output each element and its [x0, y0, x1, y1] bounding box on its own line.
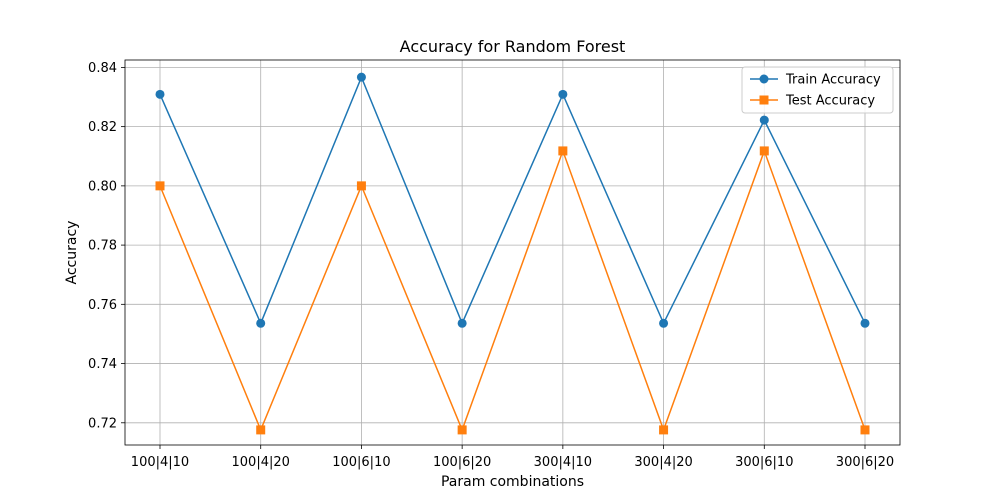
x-tick-label: 300|4|20	[634, 455, 692, 470]
data-point	[356, 181, 366, 191]
x-tick-label: 100|4|10	[131, 455, 189, 470]
legend: Train Accuracy Test Accuracy	[741, 66, 894, 114]
plot-frame	[124, 59, 901, 446]
x-axis-label: Param combinations	[441, 474, 584, 490]
data-point	[558, 89, 568, 99]
x-tick-label: 100|6|10	[332, 455, 390, 470]
legend-box	[741, 66, 894, 114]
grid	[125, 60, 900, 445]
axis-ticks: 100|4|10 100|4|20 100|6|10 100|6|20 300|4|10…	[88, 61, 894, 470]
y-tick-label: 0.76	[88, 298, 117, 313]
x-tick-label: 100|4|20	[232, 455, 290, 470]
legend-item: Test Accuracy	[750, 94, 875, 109]
data-point	[155, 181, 165, 191]
legend-marker	[759, 74, 769, 84]
x-tick-label: 100|6|20	[433, 455, 491, 470]
chart-title: Accuracy for Random Forest	[400, 37, 626, 56]
data-point	[457, 318, 467, 328]
legend-label: Train Accuracy	[785, 73, 881, 88]
data-point	[659, 318, 669, 328]
data-point	[457, 425, 467, 435]
data-point	[659, 425, 669, 435]
series-layer	[155, 72, 870, 435]
y-tick-label: 0.82	[88, 120, 117, 135]
y-tick-label: 0.78	[88, 239, 117, 254]
series-line	[159, 148, 866, 433]
x-tick-label: 300|6|10	[735, 455, 793, 470]
x-tick-label: 300|6|20	[836, 455, 894, 470]
data-point	[759, 115, 769, 125]
data-point	[356, 72, 366, 82]
series-test-accuracy	[155, 146, 870, 435]
x-tick-label: 300|4|10	[534, 455, 592, 470]
data-point	[256, 318, 266, 328]
data-point	[558, 146, 568, 156]
data-point	[860, 425, 870, 435]
y-tick-label: 0.80	[88, 179, 117, 194]
y-tick-label: 0.84	[88, 61, 117, 76]
legend-label: Test Accuracy	[785, 94, 875, 109]
data-point	[256, 425, 266, 435]
data-point	[860, 318, 870, 328]
legend-marker	[759, 95, 769, 105]
y-axis-label: Accuracy	[64, 221, 80, 285]
data-point	[155, 89, 165, 99]
legend-item: Train Accuracy	[750, 73, 881, 88]
series-line	[159, 75, 866, 326]
y-tick-label: 0.72	[88, 416, 117, 431]
y-tick-label: 0.74	[88, 357, 117, 372]
series-train-accuracy	[155, 72, 870, 328]
data-point	[759, 146, 769, 156]
